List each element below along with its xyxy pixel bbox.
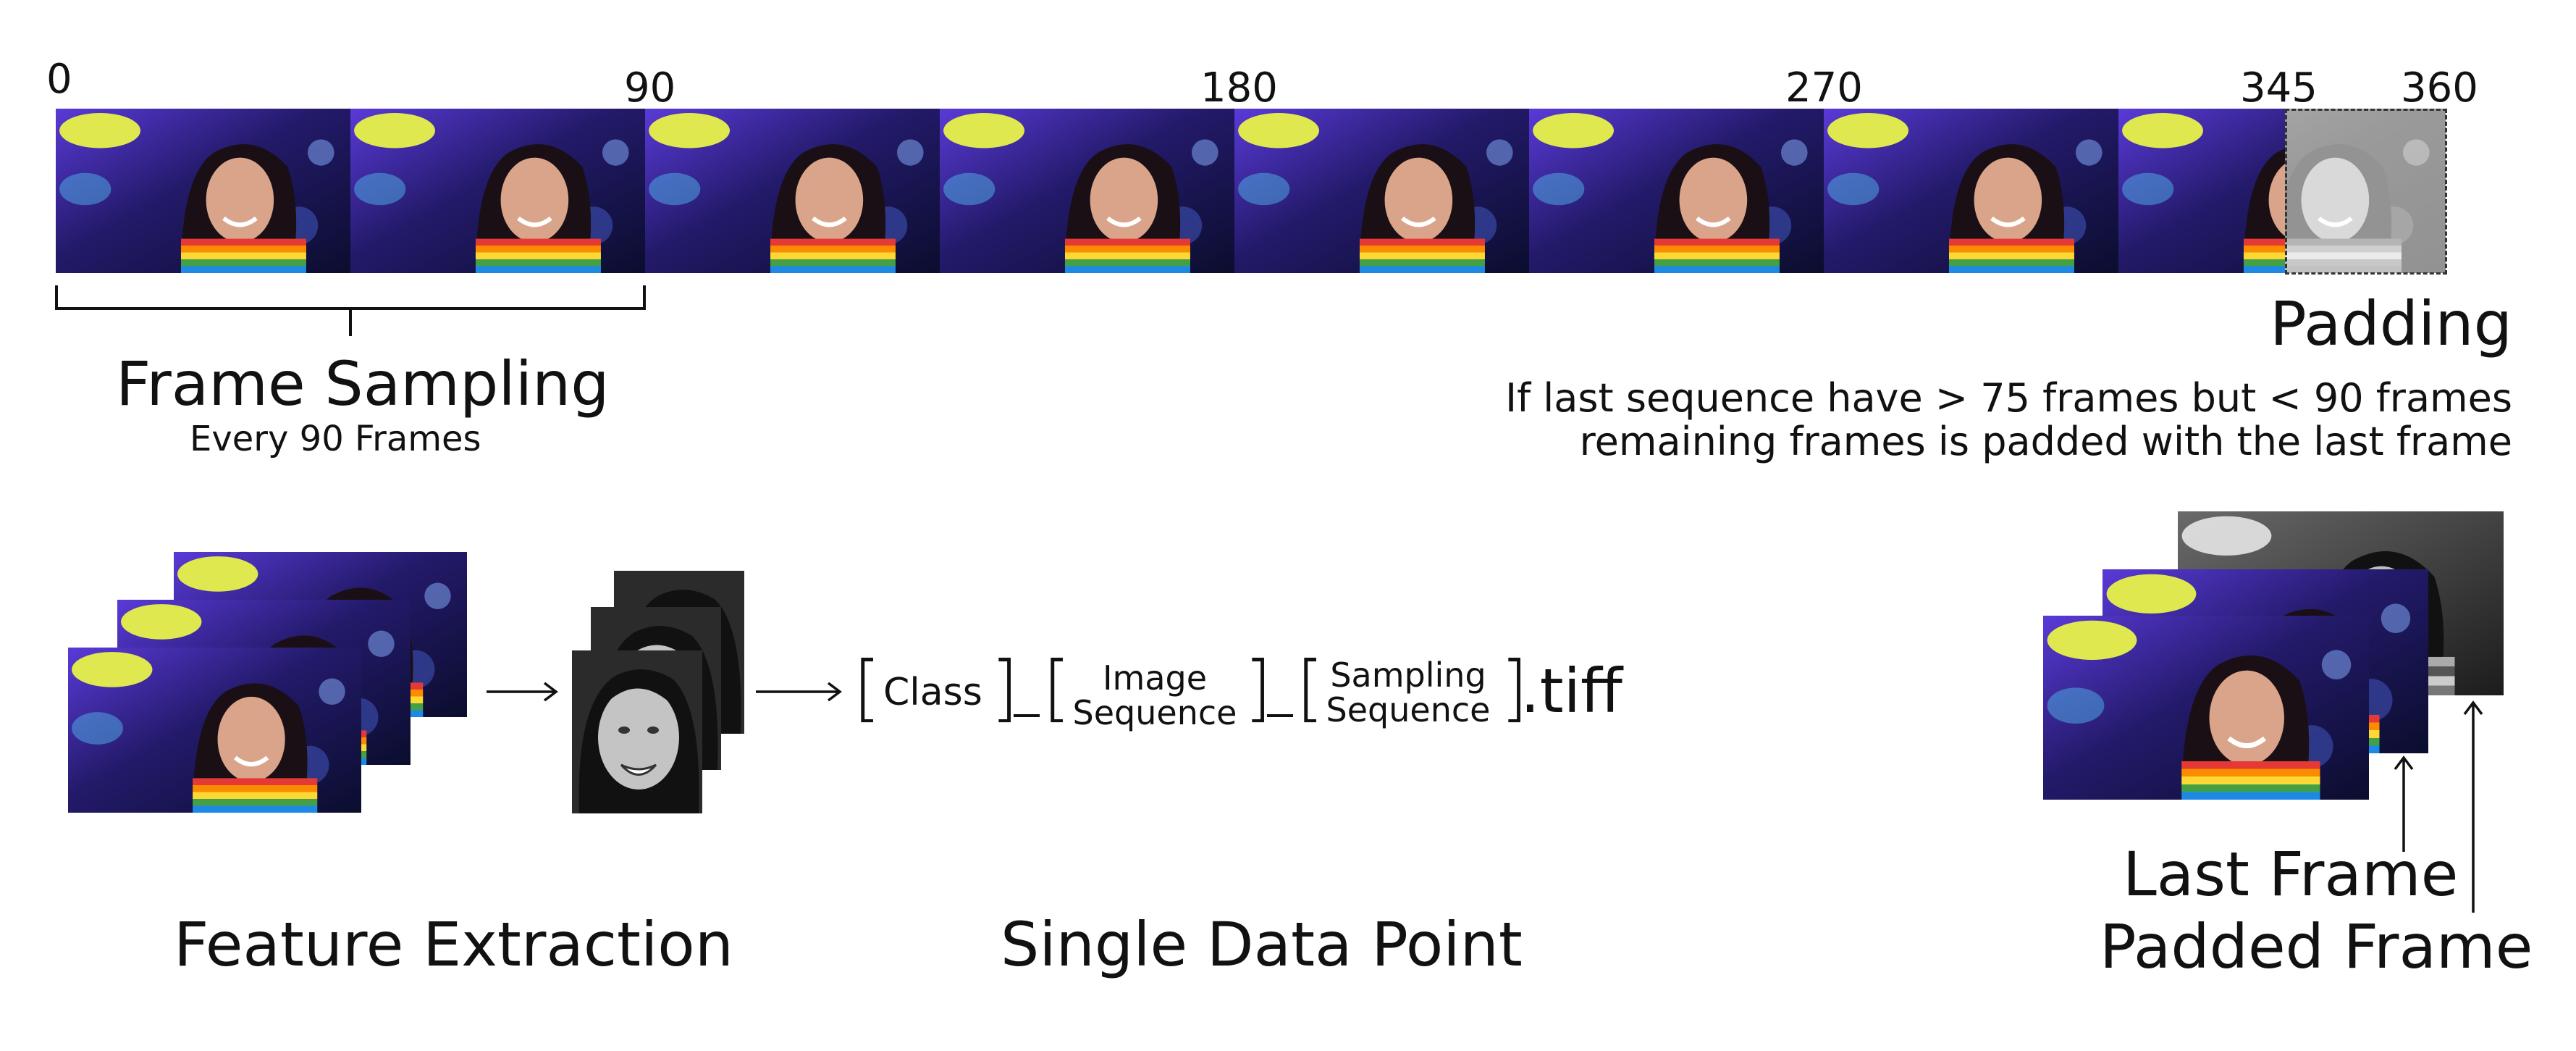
close-bracket-icon: ] [990, 645, 1019, 730]
video-frame [1529, 109, 1824, 273]
underscore-separator [1267, 714, 1293, 717]
open-bracket-icon: [ [853, 645, 882, 730]
video-frame [1824, 109, 2118, 273]
image-sequence-line2: Sequence [1072, 693, 1237, 732]
video-frame-partial [2118, 109, 2285, 273]
single-data-point-title: Single Data Point [1001, 909, 1523, 980]
sampling-sequence-token: Sampling Sequence [1321, 658, 1495, 727]
face-crop-front [572, 650, 702, 813]
frame-sampling-title: Frame Sampling [116, 348, 610, 419]
up-arrow-icon [2463, 700, 2483, 913]
tick-label: 270 [1785, 64, 1863, 112]
video-frame [645, 109, 940, 273]
open-bracket-icon: [ [1296, 645, 1325, 730]
close-bracket-icon: ] [1244, 645, 1273, 730]
tick-label: 345 [2240, 64, 2318, 112]
up-arrow-icon [2394, 755, 2414, 852]
arrow-icon [756, 682, 842, 702]
file-extension: .tiff [1520, 656, 1622, 727]
front-frame-stack [2043, 616, 2369, 800]
padding-title: Padding [2270, 288, 2512, 359]
image-sequence-line1: Image [1102, 658, 1208, 698]
open-bracket-icon: [ [1043, 645, 1072, 730]
padding-note-line1: If last sequence have > 75 frames but < … [1505, 375, 2512, 421]
sampling-sequence-line1: Sampling [1330, 656, 1486, 695]
feature-extraction-title: Feature Extraction [174, 909, 733, 980]
close-bracket-icon: ] [1500, 645, 1529, 730]
stack-frame-front [68, 648, 361, 813]
tick-label: 0 [46, 56, 72, 103]
video-frame [1234, 109, 1529, 273]
padding-note-line2: remaining frames is padded with the last… [1579, 419, 2512, 464]
last-frame-label: Last Frame [2123, 839, 2459, 910]
underscore-separator [1014, 714, 1040, 717]
frame-sampling-subtitle: Every 90 Frames [190, 419, 481, 459]
tick-label: 90 [624, 64, 676, 112]
image-sequence-token: Image Sequence [1072, 661, 1238, 730]
sampling-bracket [55, 285, 646, 336]
padding-outline [2285, 109, 2447, 275]
arrow-icon [487, 682, 558, 702]
sampling-sequence-line2: Sequence [1326, 690, 1491, 729]
tick-label: 360 [2401, 64, 2478, 112]
padded-frame-label: Padded Frame [2100, 911, 2533, 982]
video-frame [350, 109, 645, 273]
tick-label: 180 [1200, 64, 1278, 112]
video-frame [940, 109, 1234, 273]
class-token: Class [883, 671, 982, 714]
video-frame [56, 109, 350, 273]
